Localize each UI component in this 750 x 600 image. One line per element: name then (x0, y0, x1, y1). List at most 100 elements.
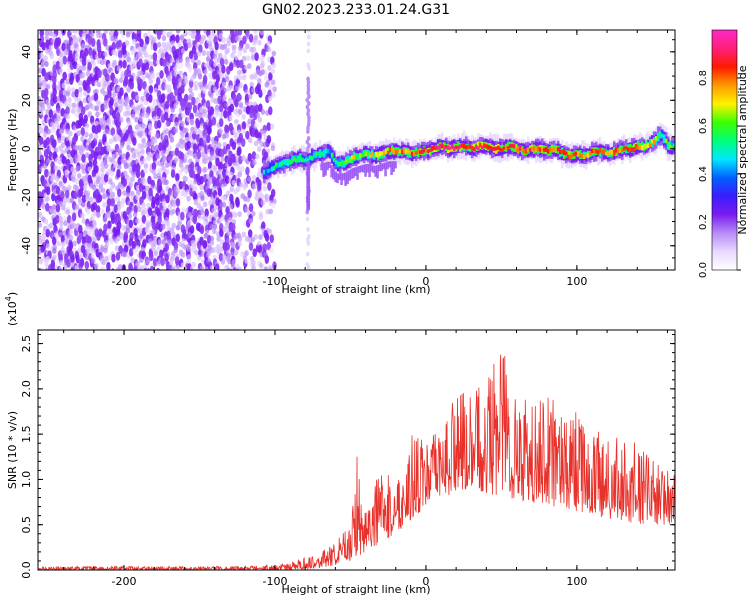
heatmap-track-cell (312, 152, 316, 158)
heatmap-track-cell (354, 167, 357, 177)
heatmap-cell (138, 69, 144, 76)
heatmap-cell (202, 88, 207, 94)
heatmap-cell (175, 265, 181, 270)
heatmap-cell (242, 47, 248, 54)
heatmap-cell (186, 195, 191, 202)
heatmap-cell (214, 263, 220, 270)
heatmap-cell (189, 225, 195, 234)
x-tick-label: 0 (422, 275, 429, 288)
heatmap-cell (102, 269, 104, 270)
heatmap-cell (213, 140, 218, 147)
heatmap-cell (134, 116, 139, 123)
heatmap-track-cell (602, 149, 606, 155)
heatmap-track-cell (576, 151, 580, 157)
heatmap-cell (137, 206, 142, 213)
heatmap-cell (114, 97, 119, 104)
heatmap-cell (123, 86, 128, 92)
heatmap-cell (135, 217, 140, 224)
heatmap-spike-cell (306, 48, 311, 54)
heatmap-cell (254, 153, 260, 160)
heatmap-cell (138, 257, 144, 264)
heatmap-cell (84, 260, 90, 270)
heatmap-cell (65, 90, 71, 97)
heatmap-cell (55, 203, 61, 213)
heatmap-spike-cell (307, 115, 311, 120)
heatmap-track-cell (304, 157, 308, 162)
heatmap-cell (251, 259, 256, 266)
heatmap-cell (44, 267, 49, 270)
heatmap-cell (212, 223, 218, 230)
heatmap-cell (209, 224, 214, 230)
heatmap-cell (209, 235, 215, 242)
top-y-axis-label: Frequency (Hz) (6, 109, 19, 192)
heatmap-track-cell (466, 144, 470, 149)
heatmap-cell (255, 112, 261, 119)
heatmap-cell (267, 182, 272, 191)
heatmap-track-cell (590, 148, 594, 154)
heatmap-cell (115, 251, 121, 261)
heatmap-cell (229, 171, 234, 178)
heatmap-cell (197, 165, 202, 175)
heatmap-cell (261, 88, 267, 95)
heatmap-track-cell (668, 144, 672, 150)
heatmap-cell (235, 59, 241, 69)
top-x-ticks: -200 -100 0 100 (63, 30, 668, 288)
heatmap-track-cell (548, 147, 552, 152)
heatmap-cell (117, 263, 123, 270)
heatmap-cell (144, 35, 150, 45)
heatmap-track-cell (340, 173, 343, 186)
heatmap-track-cell (546, 148, 550, 154)
heatmap-track-cell (446, 145, 450, 150)
heatmap-cell (241, 74, 247, 81)
heatmap-cell (93, 92, 99, 102)
heatmap-cell (125, 31, 131, 38)
heatmap-cell (194, 111, 200, 117)
heatmap-cell (92, 221, 97, 228)
y-multiplier-close: ) (6, 292, 19, 296)
heatmap-track-cell (516, 147, 520, 153)
heatmap-cell (180, 120, 185, 127)
heatmap-track-cell (320, 163, 323, 171)
heatmap-cell (152, 36, 157, 43)
heatmap-cell (244, 257, 249, 264)
heatmap-cell (206, 251, 211, 258)
heatmap-track-cell (536, 145, 540, 151)
y-tick-label: 1.0 (20, 471, 33, 489)
heatmap-cell (198, 112, 203, 119)
heatmap-cell (197, 73, 203, 80)
heatmap-cell (93, 151, 98, 161)
heatmap-cell (122, 178, 128, 188)
heatmap-cell (131, 38, 137, 45)
heatmap-track-cell (338, 173, 341, 180)
heatmap-cell (174, 87, 179, 97)
heatmap-cell (80, 127, 86, 136)
heatmap-cell (165, 220, 171, 227)
heatmap-cell (160, 52, 166, 59)
heatmap-cell (129, 80, 135, 90)
heatmap-cell (266, 241, 272, 251)
bottom-plot-frame (37, 329, 676, 571)
heatmap-cell (42, 233, 47, 240)
heatmap-cell (206, 50, 211, 57)
colorbar-label: Normalized spectral amplitude (736, 65, 749, 234)
heatmap-cell (143, 267, 148, 270)
heatmap-track-cell (378, 151, 382, 157)
heatmap-track-cell (484, 144, 488, 149)
heatmap-cell (226, 190, 231, 197)
heatmap-track-cell (464, 145, 468, 150)
heatmap-cell (211, 199, 217, 205)
heatmap-cell (78, 233, 83, 239)
heatmap-cell (65, 189, 70, 199)
heatmap-cell (191, 96, 196, 106)
bottom-y-axis-label: SNR (10 * v/v) (6, 411, 19, 489)
heatmap-cell (259, 262, 264, 269)
heatmap-cell (257, 183, 262, 193)
heatmap-cell (42, 162, 48, 169)
heatmap-cell (237, 240, 242, 247)
heatmap-cell (110, 127, 116, 137)
heatmap-track-cell (336, 161, 340, 167)
heatmap-cell (266, 46, 271, 53)
heatmap-cell (183, 157, 188, 164)
heatmap-cell (210, 264, 215, 270)
heatmap-cell (223, 58, 229, 65)
